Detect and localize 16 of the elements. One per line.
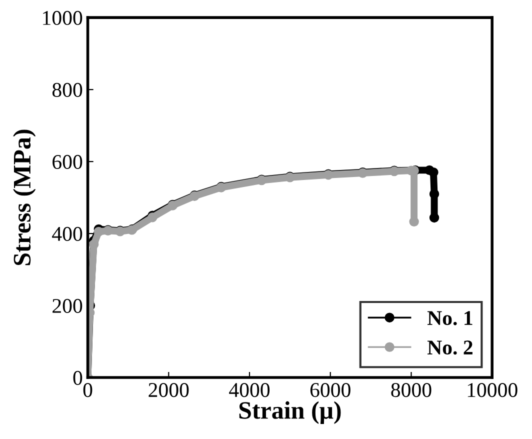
y-tick-label: 0 xyxy=(73,370,82,385)
y-tick-label: 600 xyxy=(52,154,82,169)
y-tick-label: 200 xyxy=(52,298,82,313)
x-tick-label: 4000 xyxy=(229,383,270,398)
legend-label: No. 2 xyxy=(427,340,472,355)
y-tick-label: 1000 xyxy=(43,10,82,25)
x-tick-label: 6000 xyxy=(310,383,350,398)
x-tick-label: 2000 xyxy=(148,383,189,398)
legend-label: No. 1 xyxy=(427,311,472,326)
y-tick-label: 400 xyxy=(52,226,82,241)
x-tick-label: 8000 xyxy=(391,383,432,398)
y-tick-label: 800 xyxy=(52,82,82,97)
x-tick-label: 0 xyxy=(83,383,92,398)
x-tick-label: 10000 xyxy=(468,383,518,398)
y-axis-title: Stress (MPa) xyxy=(13,130,36,266)
x-axis-title: Strain (μ) xyxy=(239,401,341,424)
